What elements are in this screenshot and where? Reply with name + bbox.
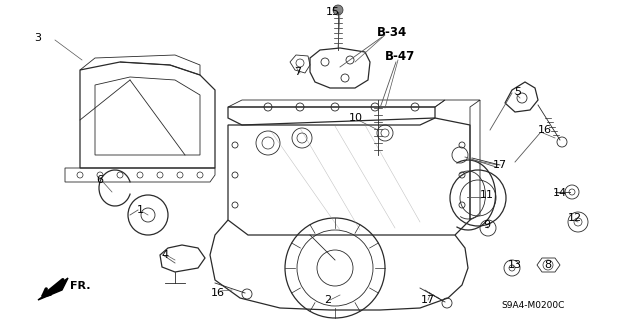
Text: 14: 14 [553, 188, 567, 198]
Text: 3: 3 [35, 33, 42, 43]
Text: 2: 2 [324, 295, 332, 305]
Text: 1: 1 [136, 205, 143, 215]
Text: 13: 13 [508, 260, 522, 270]
Text: 9: 9 [483, 220, 491, 230]
Text: 10: 10 [349, 113, 363, 123]
Circle shape [333, 5, 343, 15]
Text: 17: 17 [493, 160, 507, 170]
Text: B-47: B-47 [385, 50, 415, 63]
Text: 7: 7 [294, 67, 301, 77]
Text: 5: 5 [515, 87, 522, 97]
Text: S9A4-M0200C: S9A4-M0200C [501, 300, 564, 309]
Text: 12: 12 [568, 213, 582, 223]
Text: 15: 15 [326, 7, 340, 17]
Polygon shape [38, 278, 68, 300]
Text: 17: 17 [421, 295, 435, 305]
Text: 8: 8 [545, 260, 552, 270]
Text: B-34: B-34 [377, 26, 407, 39]
Text: 16: 16 [211, 288, 225, 298]
Text: 16: 16 [538, 125, 552, 135]
Text: 6: 6 [97, 175, 104, 185]
Text: FR.: FR. [70, 281, 90, 291]
Text: 11: 11 [480, 190, 494, 200]
Text: 4: 4 [161, 250, 168, 260]
